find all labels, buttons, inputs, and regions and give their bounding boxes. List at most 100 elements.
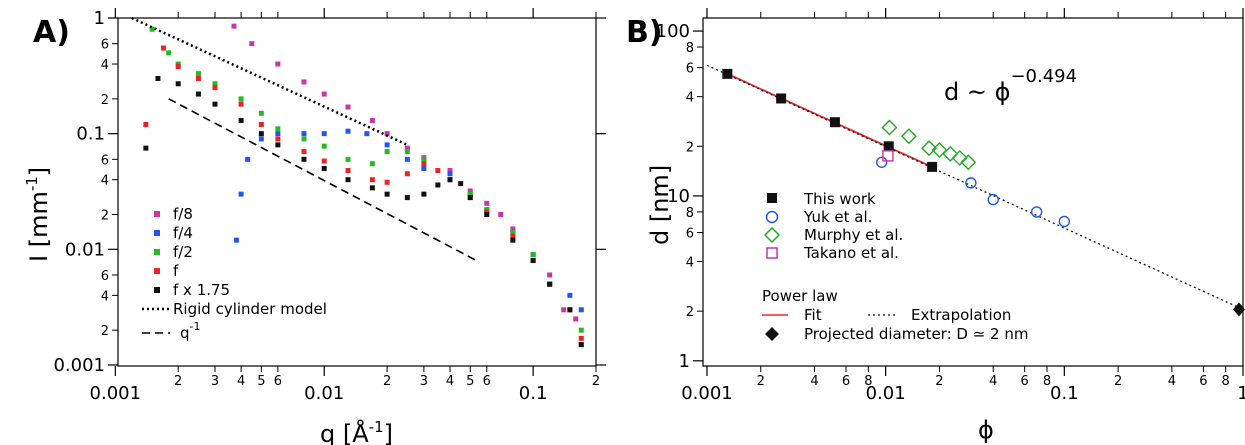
x-minor-tick-label: 2: [592, 374, 600, 389]
data-point: [195, 71, 201, 77]
data-point: [258, 110, 264, 116]
x-minor-tick-label: 4: [237, 374, 245, 389]
data-point: [435, 182, 441, 188]
legend-marker: [154, 268, 160, 274]
data-point: [245, 156, 251, 162]
y-minor-tick-label: 4: [101, 174, 109, 189]
panel-b-lines: [706, 64, 1244, 310]
panel-a-reference-lines: [131, 16, 480, 263]
data-point: [143, 145, 149, 151]
legend-label: f/2: [173, 243, 193, 261]
data-point: [301, 79, 307, 85]
data-point: [231, 23, 237, 29]
data-point: [530, 258, 536, 264]
data-point: [275, 142, 281, 148]
x-minor-tick-label: 6: [1021, 374, 1029, 389]
data-point: [421, 161, 427, 167]
data-point: [149, 26, 155, 32]
legend-label: Rigid cylinder model: [173, 300, 327, 318]
y-tick-label: 1: [94, 8, 105, 29]
data-point: [421, 191, 427, 197]
data-point: [510, 237, 516, 243]
data-point: [567, 307, 573, 313]
data-point: [321, 158, 327, 164]
data-point: [965, 177, 977, 189]
y-minor-tick-label: 2: [101, 209, 109, 224]
data-point: [458, 181, 464, 187]
data-point: [238, 117, 244, 123]
y-minor-tick-label: 6: [101, 269, 109, 284]
data-point: [829, 117, 840, 128]
y-tick-label: 0.01: [65, 239, 105, 260]
data-point: [776, 93, 787, 104]
data-point: [404, 171, 410, 177]
legend-marker: [766, 247, 778, 259]
y-minor-tick-label: 4: [686, 91, 694, 106]
data-point: [447, 177, 453, 183]
y-minor-tick-label: 6: [101, 153, 109, 168]
data-point: [321, 165, 327, 171]
panel-a-series: [143, 23, 584, 348]
data-point: [467, 188, 473, 194]
y-minor-tick-label: 2: [686, 305, 694, 320]
data-point: [467, 191, 473, 197]
data-point: [875, 156, 888, 168]
data-point: [249, 41, 255, 47]
data-point: [212, 81, 218, 87]
data-point: [384, 149, 390, 155]
panel-a-xlabel: q [Å-1]: [320, 418, 393, 445]
y-minor-tick-label: 4: [101, 289, 109, 304]
legend-marker: [154, 230, 160, 236]
data-point: [384, 142, 390, 148]
data-point: [578, 327, 584, 333]
legend-label: Projected diameter: D ≃ 2 nm: [804, 325, 1028, 343]
data-point: [301, 131, 307, 137]
x-minor-tick-label: 8: [1222, 374, 1230, 389]
data-point: [321, 91, 327, 97]
x-minor-tick-label: 5: [466, 374, 474, 389]
x-minor-tick-label: 4: [810, 374, 818, 389]
data-point: [195, 91, 201, 97]
data-point: [881, 119, 898, 136]
data-point: [467, 195, 473, 201]
legend-marker: [763, 226, 781, 244]
data-point: [421, 156, 427, 162]
data-point: [421, 165, 427, 171]
legend-marker: [154, 249, 160, 255]
y-tick-label: 100: [656, 21, 690, 42]
reference-line: [131, 16, 408, 147]
panel-b-frame: [702, 17, 1244, 367]
y-tick-label: 1: [679, 351, 690, 372]
fit-line: [726, 73, 933, 168]
y-minor-tick-label: 8: [686, 41, 694, 56]
data-point: [1030, 206, 1043, 218]
x-minor-tick-label: 6: [1199, 374, 1207, 389]
data-point: [404, 145, 410, 151]
legend-marker: [765, 327, 779, 341]
x-minor-tick-label: 8: [864, 374, 872, 389]
data-point: [345, 128, 351, 134]
x-tick-label: 0.001: [681, 383, 733, 404]
data-point: [561, 307, 567, 313]
panel-a-frame: [117, 17, 597, 367]
data-point: [258, 131, 264, 137]
panel-a-axes: 0.001 0.01 0.12 3 4 5 6 2 3 4 5 6 20.0010.010.112462…: [53, 8, 606, 404]
data-point: [233, 237, 239, 243]
panel-b-series: [722, 68, 1245, 317]
data-point: [404, 149, 410, 155]
panel-b-label: B): [626, 15, 663, 50]
data-point: [258, 122, 264, 128]
data-point: [321, 143, 327, 149]
y-minor-tick-label: 8: [686, 206, 694, 221]
data-point: [921, 140, 938, 157]
data-point: [882, 150, 894, 162]
y-tick-label: 0.001: [53, 355, 105, 376]
data-point: [498, 212, 504, 218]
data-point: [238, 101, 244, 107]
data-point: [567, 292, 573, 298]
data-point: [1058, 215, 1071, 228]
data-point: [175, 61, 181, 67]
data-point: [722, 68, 733, 79]
x-tick-label: 0.1: [519, 383, 548, 404]
